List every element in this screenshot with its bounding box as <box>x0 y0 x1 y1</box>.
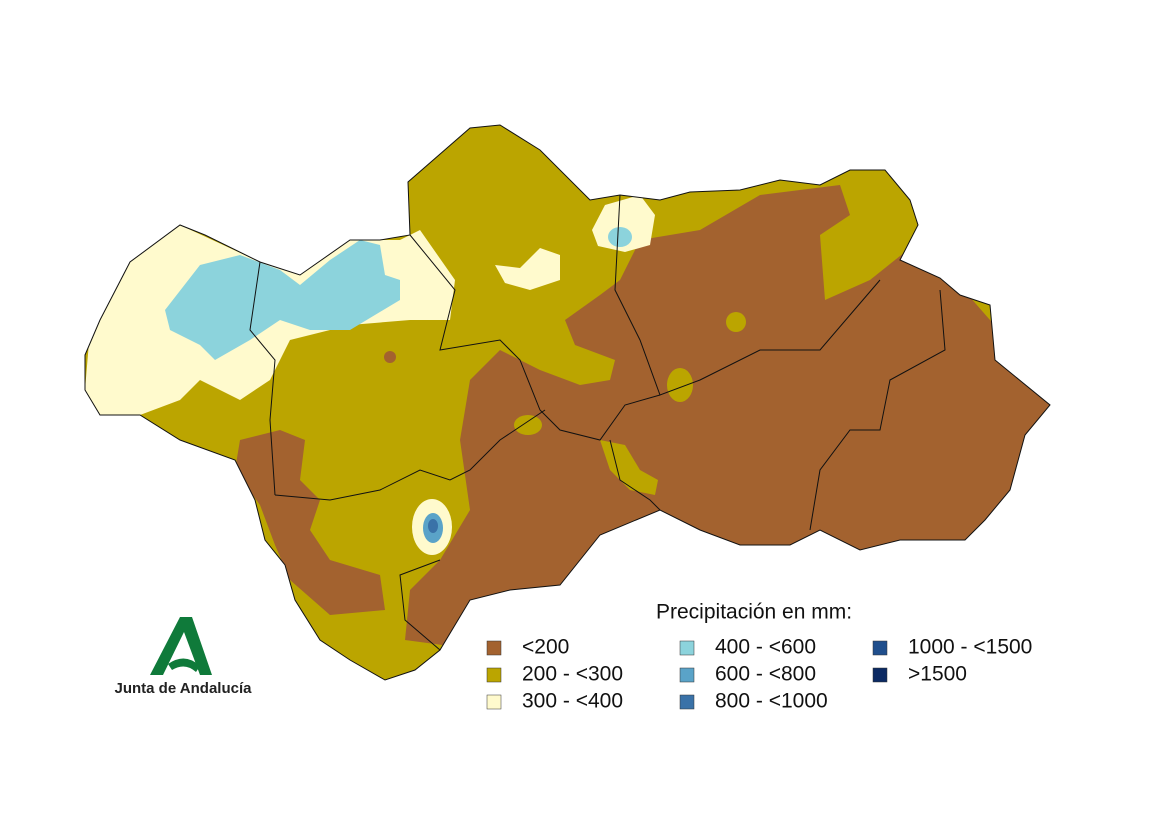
legend-swatch <box>679 694 695 710</box>
zone <box>384 351 396 363</box>
legend-title: Precipitación en mm: <box>656 601 852 624</box>
legend-swatch <box>679 667 695 683</box>
legend-swatch <box>486 667 502 683</box>
zone <box>726 312 746 332</box>
logo: Junta de Andalucía <box>115 617 253 697</box>
zone <box>592 195 655 252</box>
zone <box>667 368 693 402</box>
legend-label: <200 <box>522 636 569 659</box>
legend-label: 600 - <800 <box>715 663 816 686</box>
zone <box>514 415 542 435</box>
legend-swatch <box>679 640 695 656</box>
legend-label: 800 - <1000 <box>715 690 828 713</box>
legend-label: >1500 <box>908 663 967 686</box>
legend-swatch <box>872 667 888 683</box>
zone <box>608 227 632 247</box>
zone <box>405 185 1050 650</box>
legend-label: 300 - <400 <box>522 690 623 713</box>
legend-swatch <box>872 640 888 656</box>
province-borders <box>84 124 1051 681</box>
legend-label: 200 - <300 <box>522 663 623 686</box>
zone <box>495 248 560 290</box>
zone <box>235 430 385 615</box>
legend-swatch <box>486 694 502 710</box>
legend-label: 400 - <600 <box>715 636 816 659</box>
zone <box>428 519 438 533</box>
legend-label: 1000 - <1500 <box>908 636 1032 659</box>
zone <box>165 240 400 360</box>
legend-swatch <box>486 640 502 656</box>
legend: <200 200 - <300 300 - <400 400 - <600 600 - … <box>486 636 1032 713</box>
logo-text: Junta de Andalucía <box>115 680 253 697</box>
zone <box>600 440 658 495</box>
